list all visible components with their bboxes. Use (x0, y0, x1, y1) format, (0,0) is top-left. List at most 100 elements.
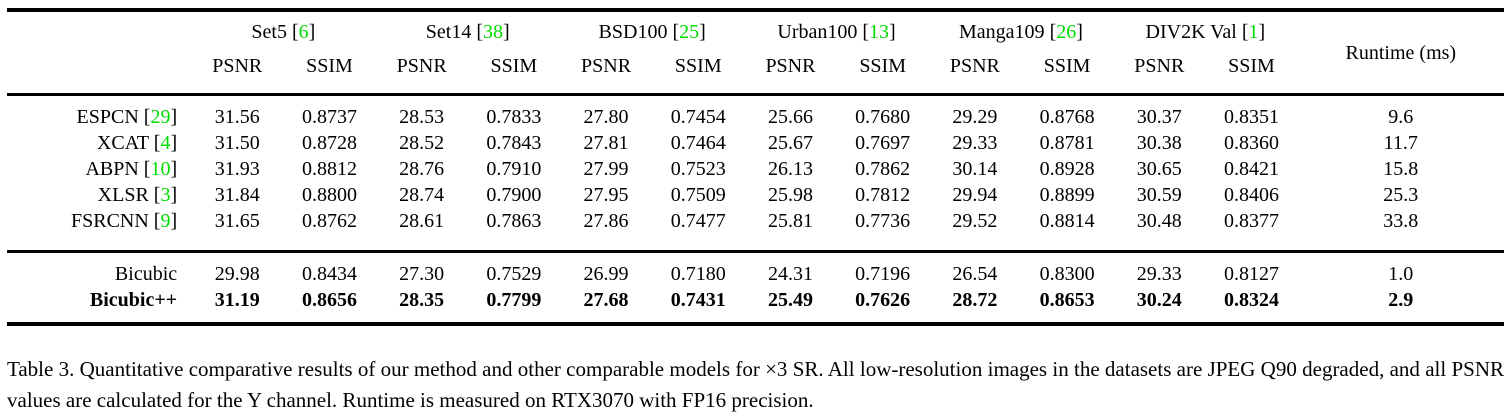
col-header-psnr: PSNR (396, 55, 447, 77)
citation-link[interactable]: 6 (298, 20, 309, 43)
col-header-psnr: PSNR (1134, 55, 1185, 77)
col-header-ssim: SSIM (859, 55, 907, 77)
metric-value: 0.8800 (301, 183, 357, 206)
metric-value: 27.86 (583, 209, 629, 232)
method-name: ESPCN (76, 105, 139, 128)
bracket: ] (170, 157, 178, 180)
dataset-name: Set14 (425, 20, 472, 43)
bracket: [ (1049, 20, 1057, 43)
metric-value: 0.8434 (301, 262, 357, 285)
col-header-psnr: PSNR (949, 55, 1000, 77)
metric-value: 28.74 (399, 183, 445, 206)
metric-value: 30.48 (1136, 209, 1182, 232)
metric-value: 0.8762 (301, 209, 357, 232)
metric-value: 30.37 (1136, 105, 1182, 128)
metric-value: 0.8737 (301, 105, 357, 128)
citation-link[interactable]: 13 (869, 20, 890, 43)
metric-value: 0.7697 (855, 131, 911, 154)
metric-value: 0.8653 (1039, 288, 1095, 311)
col-header-set14: Set14 [38] (376, 10, 560, 50)
citation-link[interactable]: 3 (160, 183, 171, 206)
metric-value: 0.7431 (670, 288, 726, 311)
bracket: ] (1258, 20, 1266, 43)
metric-value: 27.95 (583, 183, 629, 206)
metric-value: 0.8127 (1223, 262, 1279, 285)
metric-value: 31.84 (214, 183, 260, 206)
citation-link[interactable]: 26 (1056, 20, 1077, 43)
metric-value: 30.24 (1136, 288, 1182, 311)
bracket: [ (143, 157, 151, 180)
metric-value: 31.19 (214, 288, 260, 311)
metric-value: 0.7812 (855, 183, 911, 206)
method-label: ABPN [10] (7, 156, 191, 182)
metric-value: 0.8421 (1223, 157, 1279, 180)
metric-value: 28.52 (399, 131, 445, 154)
bracket: [ (143, 105, 151, 128)
metric-value: 29.33 (1136, 262, 1182, 285)
metric-value: 0.7454 (670, 105, 726, 128)
metric-value: 25.98 (767, 183, 813, 206)
metric-value: 0.7523 (670, 157, 726, 180)
bracket: ] (308, 20, 316, 43)
method-name: Bicubic (114, 262, 178, 285)
metric-value: 27.81 (583, 131, 629, 154)
methods-section: ESPCN [29] 31.56 0.8737 28.53 0.7833 27.… (7, 95, 1504, 252)
citation-link[interactable]: 1 (1248, 20, 1259, 43)
citation-link[interactable]: 38 (483, 20, 504, 43)
runtime-value: 9.6 (1388, 105, 1414, 128)
metric-value: 25.81 (767, 209, 813, 232)
bracket: [ (153, 183, 161, 206)
metric-value: 0.8656 (301, 288, 357, 311)
metric-value: 31.93 (214, 157, 260, 180)
metric-value: 0.8781 (1039, 131, 1095, 154)
metric-value: 0.8728 (301, 131, 357, 154)
citation-link[interactable]: 9 (160, 209, 171, 232)
bracket: [ (476, 20, 484, 43)
bracket: [ (672, 20, 680, 43)
runtime-value: 15.8 (1383, 157, 1419, 180)
metric-value: 0.8324 (1223, 288, 1279, 311)
method-name: FSRCNN (70, 209, 149, 232)
citation-link[interactable]: 4 (160, 131, 171, 154)
citation-link[interactable]: 10 (150, 157, 171, 180)
runtime-value: 1.0 (1388, 262, 1414, 285)
metric-value: 29.29 (952, 105, 998, 128)
table-caption: Table 3. Quantitative comparative result… (7, 357, 1504, 412)
dataset-name: DIV2K Val (1145, 20, 1237, 43)
metric-value: 29.94 (952, 183, 998, 206)
citation-link[interactable]: 29 (150, 105, 171, 128)
metric-value: 0.8899 (1039, 183, 1095, 206)
results-table: Set5 [6] Set14 [38] BSD100 [25] Urban100… (7, 8, 1504, 326)
method-name: ABPN (85, 157, 139, 180)
metric-value: 28.76 (399, 157, 445, 180)
metric-value: 25.67 (767, 131, 813, 154)
col-header-ssim: SSIM (1043, 55, 1091, 77)
method-name: XCAT (96, 131, 149, 154)
metric-value: 0.7900 (486, 183, 542, 206)
metric-value: 0.7863 (486, 209, 542, 232)
metric-value: 28.72 (952, 288, 998, 311)
metric-value: 29.33 (952, 131, 998, 154)
table-header: Set5 [6] Set14 [38] BSD100 [25] Urban100… (7, 10, 1504, 95)
metric-value: 0.7862 (855, 157, 911, 180)
metric-value: 27.80 (583, 105, 629, 128)
metric-value: 0.8351 (1223, 105, 1279, 128)
metric-value: 0.8300 (1039, 262, 1095, 285)
metric-value: 29.52 (952, 209, 998, 232)
baseline-section: Bicubic 29.98 0.8434 27.30 0.7529 26.99 … (7, 252, 1504, 325)
col-header-ssim: SSIM (674, 55, 722, 77)
dataset-name: BSD100 (598, 20, 668, 43)
col-header-ssim: SSIM (306, 55, 353, 77)
metric-value: 0.8812 (301, 157, 357, 180)
metric-value: 0.7477 (670, 209, 726, 232)
metric-value: 31.50 (214, 131, 260, 154)
table-row: ABPN [10] 31.93 0.8812 28.76 0.7910 27.9… (7, 156, 1504, 182)
bracket: ] (170, 183, 178, 206)
col-header-set5: Set5 [6] (191, 10, 375, 50)
metric-value: 29.98 (214, 262, 260, 285)
citation-link[interactable]: 25 (679, 20, 700, 43)
method-name: Bicubic++ (89, 288, 178, 311)
metric-value: 0.7464 (670, 131, 726, 154)
runtime-value: 11.7 (1383, 131, 1418, 154)
dataset-name: Urban100 (777, 20, 858, 43)
